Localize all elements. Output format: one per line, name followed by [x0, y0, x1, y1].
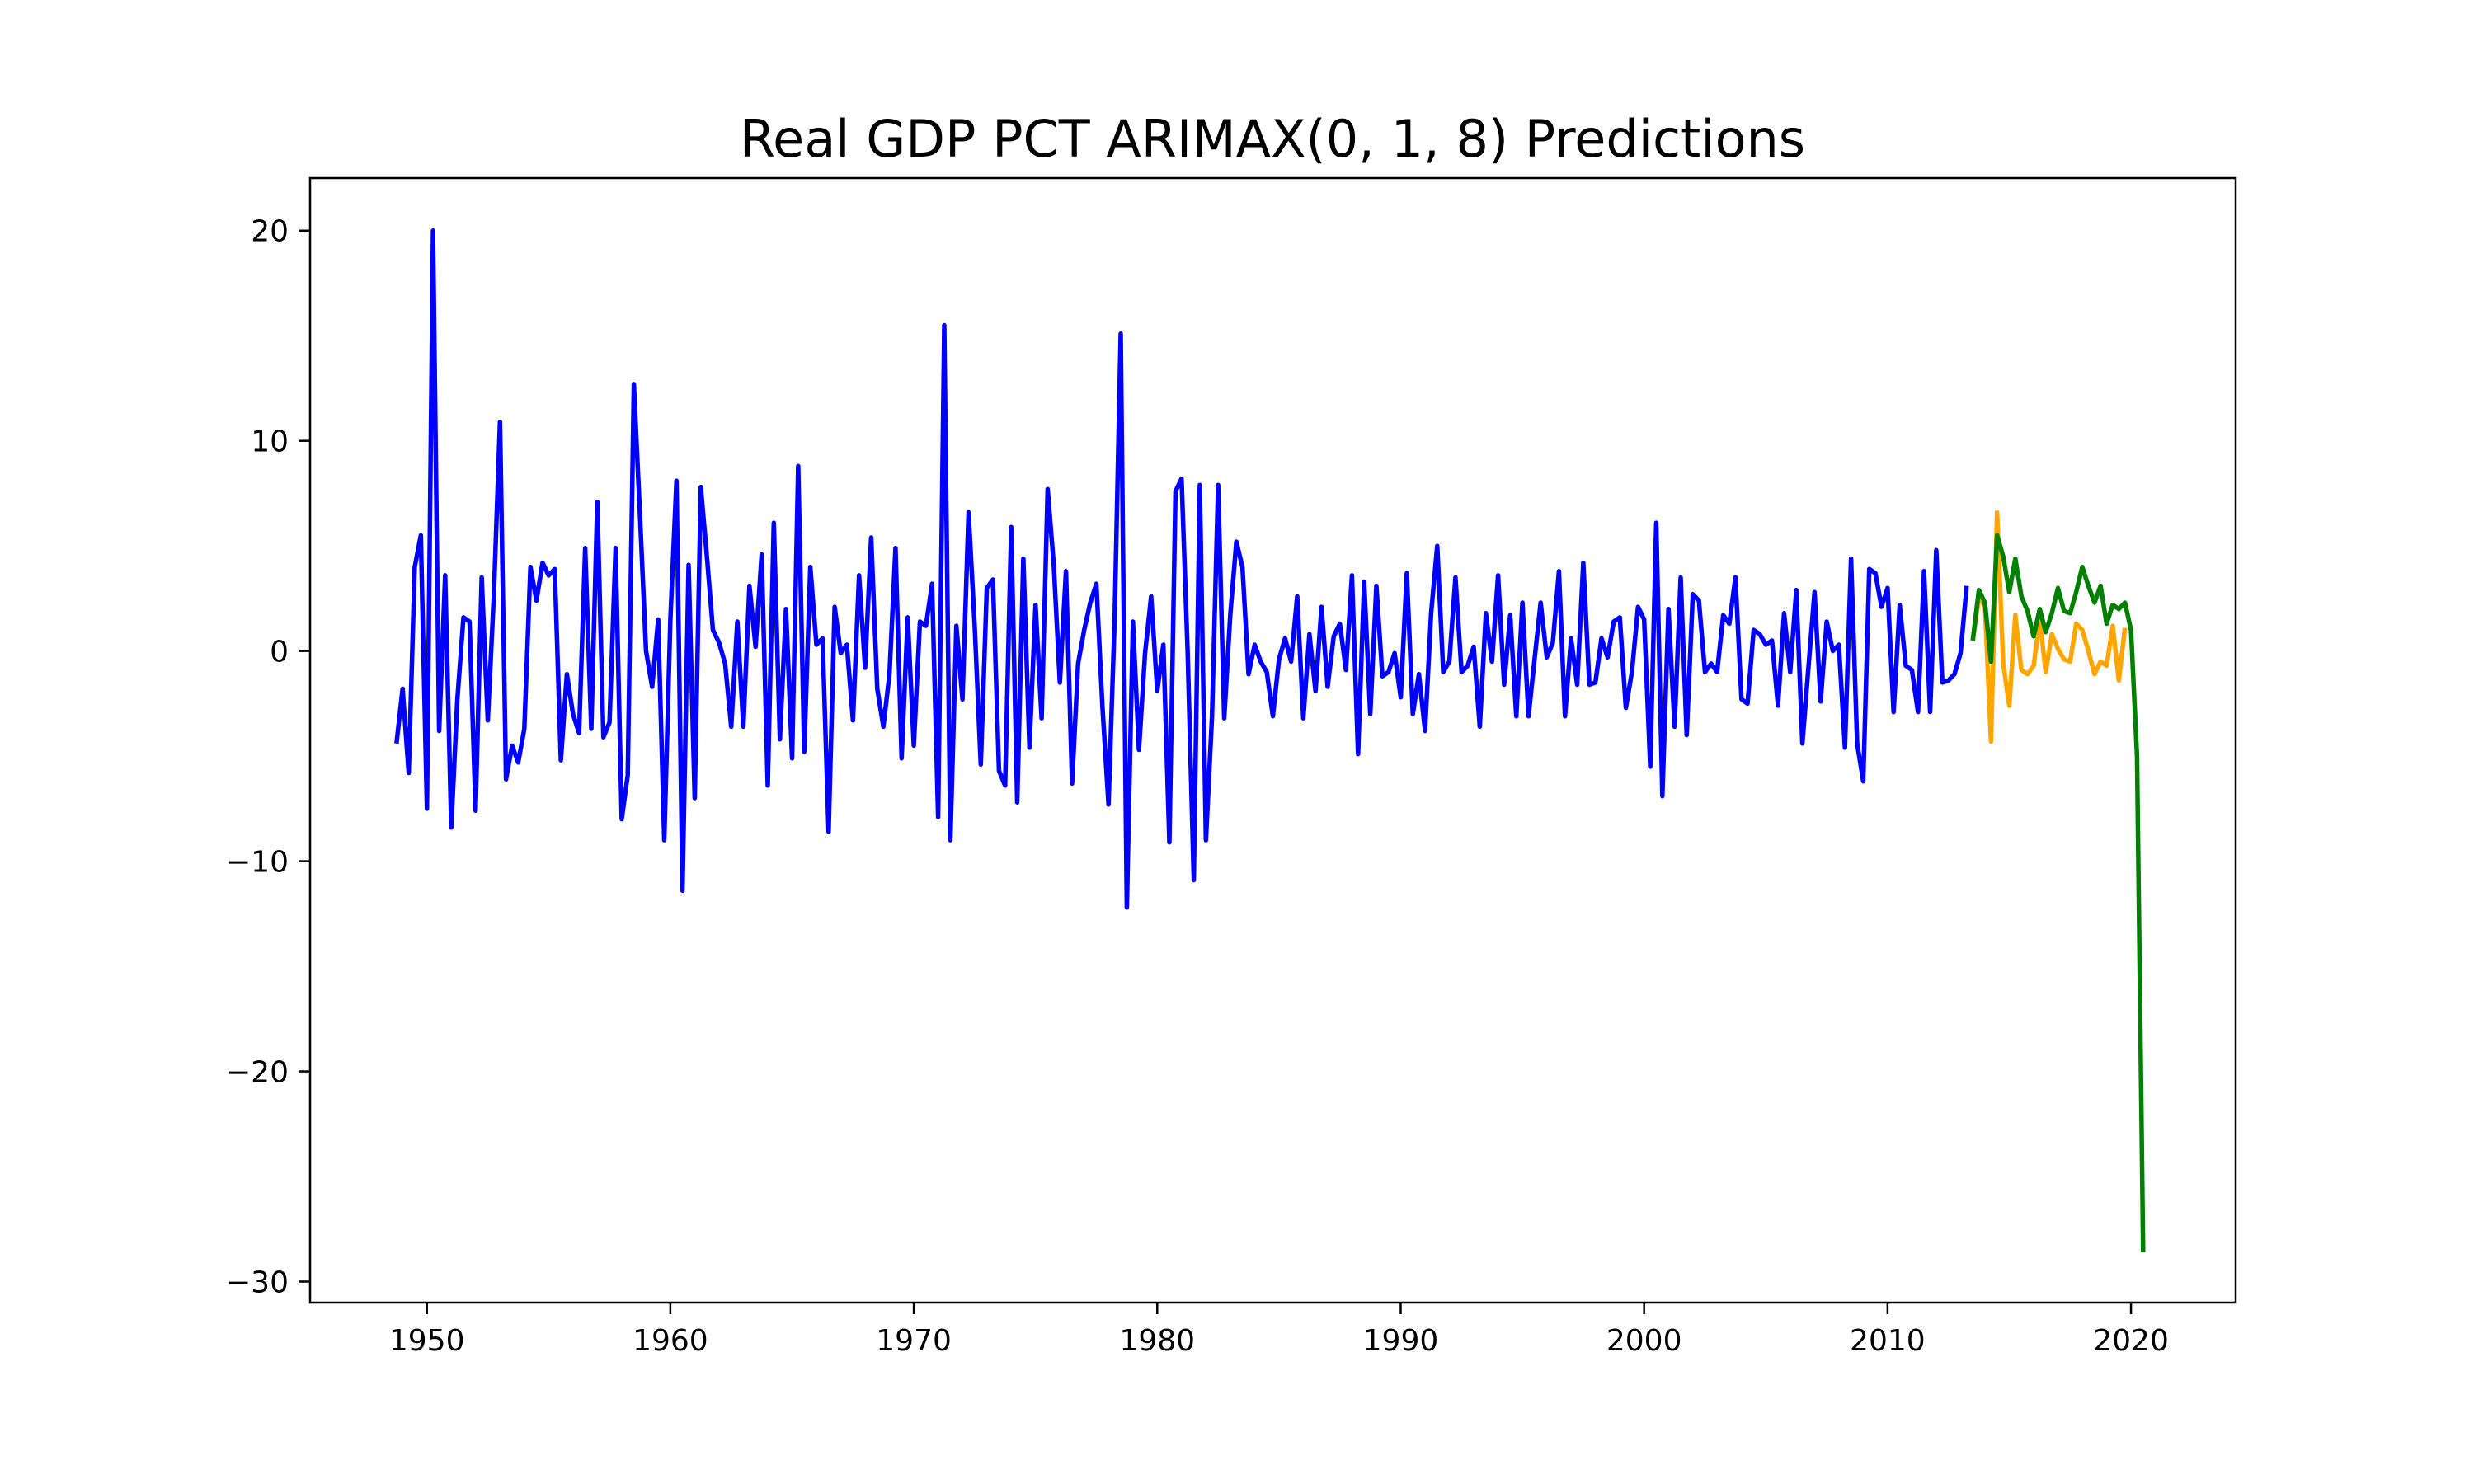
y-axis: 20 10 0 −10 −20 −30 [226, 215, 310, 1300]
x-axis: 1950 1960 1970 1980 1990 2000 2010 2020 [389, 1303, 2169, 1358]
chart-title: Real GDP PCT ARIMAX(0, 1, 8) Predictions [740, 109, 1805, 169]
y-tick-label: −30 [226, 1266, 289, 1300]
y-tick-label: 10 [251, 425, 289, 459]
x-tick-label: 2010 [1850, 1324, 1926, 1358]
series-layer [394, 228, 2146, 1252]
x-tick-label: 1950 [389, 1324, 465, 1358]
plot-frame [308, 176, 2237, 1304]
x-tick-label: 2020 [2093, 1324, 2169, 1358]
series-line-3 [1970, 533, 2146, 1252]
series-line-1 [394, 228, 1969, 910]
x-tick-label: 1970 [876, 1324, 952, 1358]
y-tick-label: −20 [226, 1056, 289, 1090]
x-tick-label: 1980 [1119, 1324, 1195, 1358]
y-tick-label: −10 [226, 846, 289, 880]
y-tick-label: 20 [251, 215, 289, 249]
x-tick-label: 1990 [1363, 1324, 1439, 1358]
y-tick-label: 0 [270, 636, 289, 669]
x-tick-label: 1960 [633, 1324, 708, 1358]
x-tick-label: 2000 [1606, 1324, 1682, 1358]
